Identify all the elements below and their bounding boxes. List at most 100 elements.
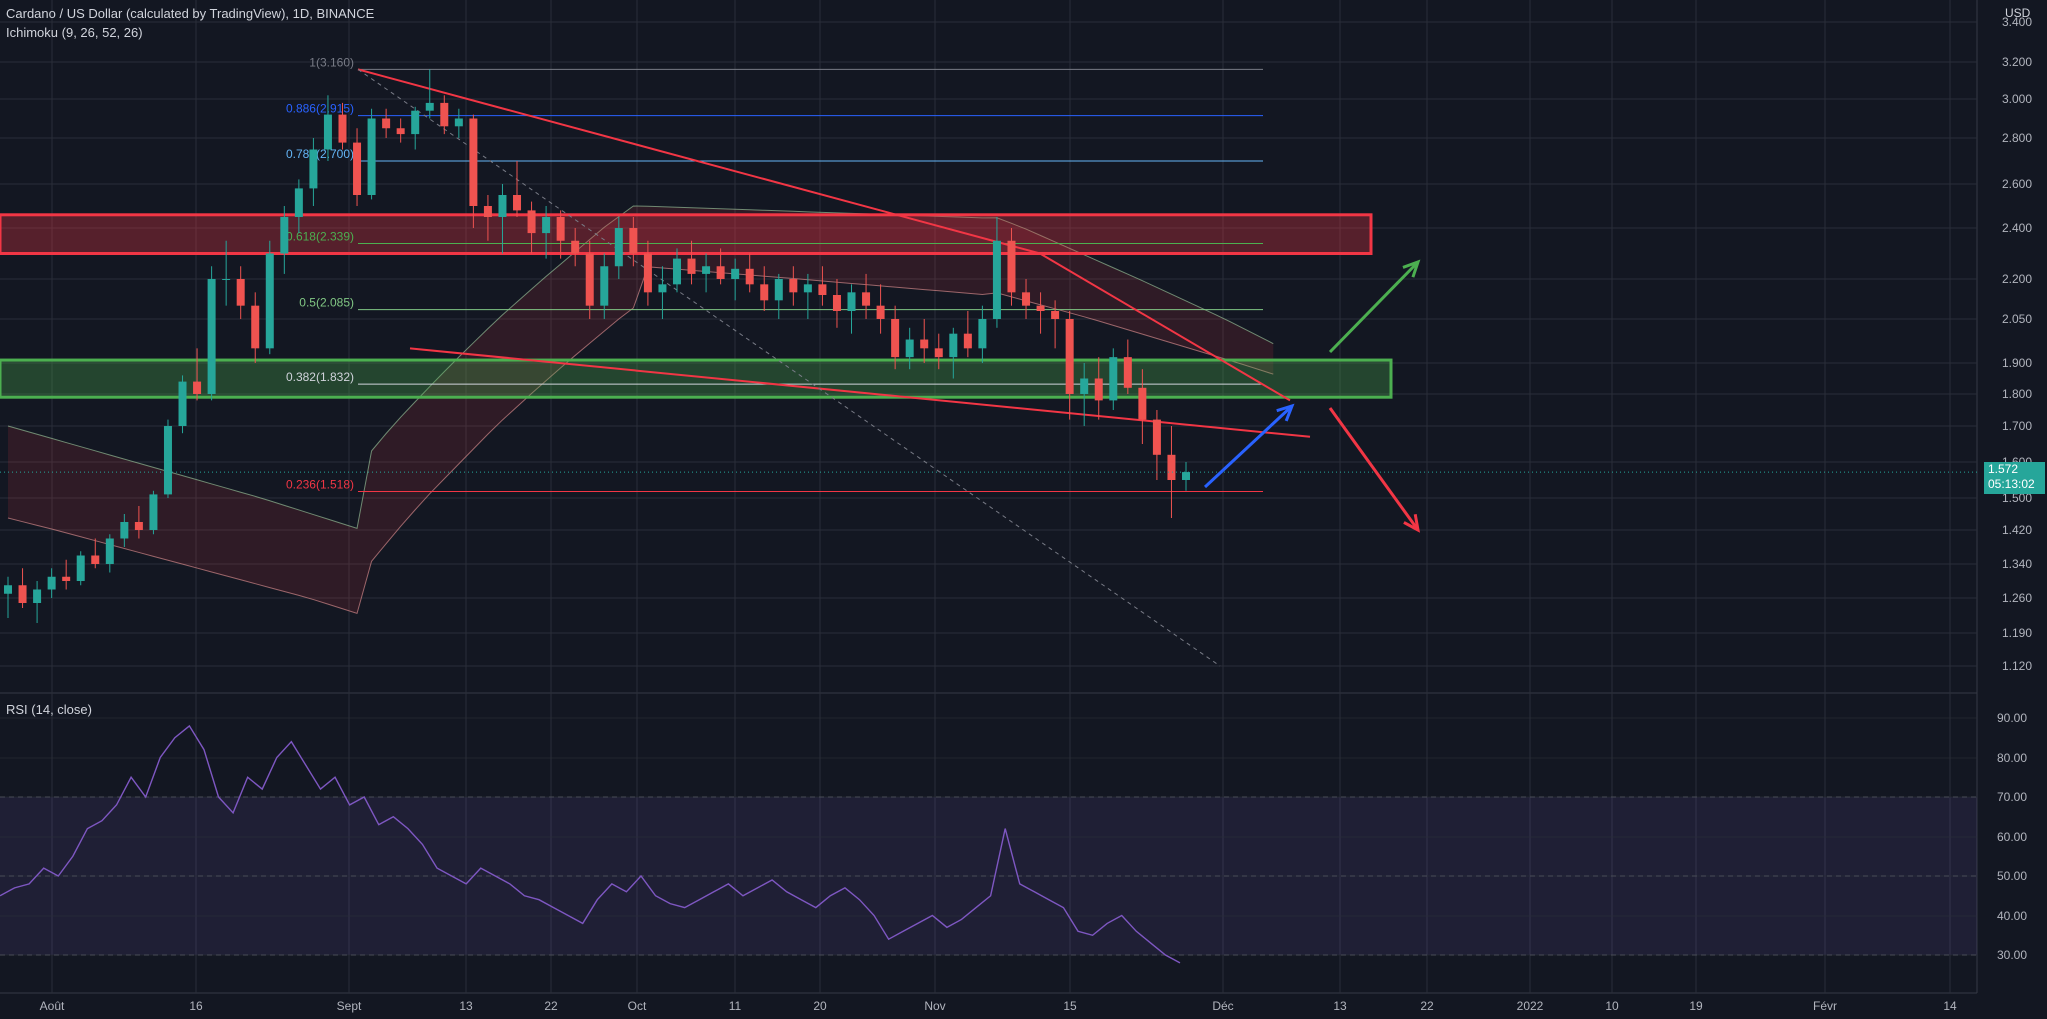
candle-body xyxy=(76,555,85,581)
candle-body xyxy=(832,295,841,311)
candle-body xyxy=(1065,319,1074,394)
candle-body xyxy=(760,284,769,301)
candle-body xyxy=(963,333,972,349)
price-axis-label: 2.050 xyxy=(2002,312,2032,326)
candle-body xyxy=(440,102,449,127)
candle-body xyxy=(745,268,754,285)
candle-body xyxy=(600,266,609,306)
bearish-arrow-head xyxy=(1403,513,1421,533)
candle-body xyxy=(236,279,245,306)
price-axis-label: 1.420 xyxy=(2002,523,2032,537)
price-axis-label: 1.900 xyxy=(2002,356,2032,370)
fib-level-label: 0.786(2.700) xyxy=(286,147,354,161)
price-axis-label: 1.120 xyxy=(2002,659,2032,673)
time-axis-label: Nov xyxy=(924,999,945,1013)
candle-body xyxy=(33,589,42,603)
candle-body xyxy=(382,118,391,129)
candle-body xyxy=(658,284,667,293)
candle-body xyxy=(411,110,420,135)
candle-body xyxy=(1007,240,1016,293)
senkou-b-line xyxy=(7,266,1274,614)
candle-body xyxy=(1022,292,1031,306)
candle-body xyxy=(803,284,812,293)
candle-body xyxy=(91,555,100,564)
rsi-indicator-label[interactable]: RSI (14, close) xyxy=(6,702,92,717)
candle-body xyxy=(280,217,289,254)
fib-level-label: 0.886(2.915) xyxy=(286,102,354,116)
support-zone xyxy=(0,358,1393,399)
time-axis-label: 15 xyxy=(1063,999,1077,1013)
candle-body xyxy=(847,292,856,311)
candle-body xyxy=(774,279,783,301)
candle-body xyxy=(1109,357,1118,401)
candle-body xyxy=(949,333,958,358)
candle-body xyxy=(454,118,463,127)
symbol-title[interactable]: Cardano / US Dollar (calculated by Tradi… xyxy=(6,6,375,21)
time-axis-label: 20 xyxy=(813,999,827,1013)
fib-level-label: 0.236(1.518) xyxy=(286,478,354,492)
fib-level-label: 0.382(1.832) xyxy=(286,370,354,384)
price-axis-label: 2.200 xyxy=(2002,272,2032,286)
candle-body xyxy=(294,188,303,217)
senkou-a-line xyxy=(7,205,1274,529)
candle-body xyxy=(513,195,522,211)
time-axis-label: 10 xyxy=(1605,999,1619,1013)
rebound-arrow-head xyxy=(1276,403,1295,422)
candle-body xyxy=(163,426,172,495)
time-axis-label: 13 xyxy=(1333,999,1347,1013)
candle-body xyxy=(469,118,478,206)
bullish-arrow-head xyxy=(1402,259,1421,278)
candle-body xyxy=(193,381,202,394)
candle-body xyxy=(1123,357,1132,388)
candle-body xyxy=(1080,378,1089,394)
candle-body xyxy=(367,118,376,195)
time-axis-label: 16 xyxy=(189,999,203,1013)
fib-level-label: 1(3.160) xyxy=(309,55,354,69)
candle-body xyxy=(1094,378,1103,401)
candle-body xyxy=(876,305,885,319)
candle-body xyxy=(556,217,565,241)
price-axis-label: 3.000 xyxy=(2002,92,2032,106)
candle-body xyxy=(702,266,711,274)
candle-body xyxy=(498,195,507,217)
ichimoku-cloud xyxy=(8,206,1274,614)
rebound-arrow-shaft xyxy=(1203,404,1294,489)
candle-body xyxy=(934,348,943,358)
time-axis-label: 19 xyxy=(1689,999,1703,1013)
candle-body xyxy=(18,585,27,603)
rsi-axis-label: 50.00 xyxy=(1997,869,2027,883)
rsi-axis-label: 70.00 xyxy=(1997,790,2027,804)
price-axis-label: 1.700 xyxy=(2002,419,2032,433)
candle-body xyxy=(47,576,56,590)
time-axis-label: 22 xyxy=(1420,999,1434,1013)
candle-body xyxy=(978,319,987,349)
candle-body xyxy=(629,228,638,254)
candle-body xyxy=(542,217,551,234)
price-axis-label: 1.190 xyxy=(2002,626,2032,640)
candle-body xyxy=(862,292,871,306)
time-axis-label: Févr xyxy=(1813,999,1837,1013)
ichimoku-indicator-label[interactable]: Ichimoku (9, 26, 52, 26) xyxy=(6,25,143,40)
time-axis-label: Déc xyxy=(1212,999,1233,1013)
candle-body xyxy=(687,258,696,274)
triangle-upper-line-2 xyxy=(1039,252,1291,402)
bar-countdown: 05:13:02 xyxy=(1988,477,2035,491)
fib-level-label: 0.5(2.085) xyxy=(299,296,354,310)
candle-body xyxy=(731,268,740,279)
price-axis-label: 2.600 xyxy=(2002,177,2032,191)
candle-body xyxy=(716,266,725,279)
candle-body xyxy=(571,240,580,254)
candle-body xyxy=(120,522,129,539)
rsi-axis-label: 40.00 xyxy=(1997,909,2027,923)
candle-body xyxy=(672,258,681,285)
candle-body xyxy=(338,114,347,143)
fib-level-label: 0.618(2.339) xyxy=(286,230,354,244)
candle-body xyxy=(323,114,332,150)
price-axis-label: 1.260 xyxy=(2002,591,2032,605)
candle-body xyxy=(134,522,143,530)
time-axis-label: Août xyxy=(40,999,65,1013)
price-axis-label: 3.400 xyxy=(2002,15,2032,29)
candle-body xyxy=(62,576,71,581)
